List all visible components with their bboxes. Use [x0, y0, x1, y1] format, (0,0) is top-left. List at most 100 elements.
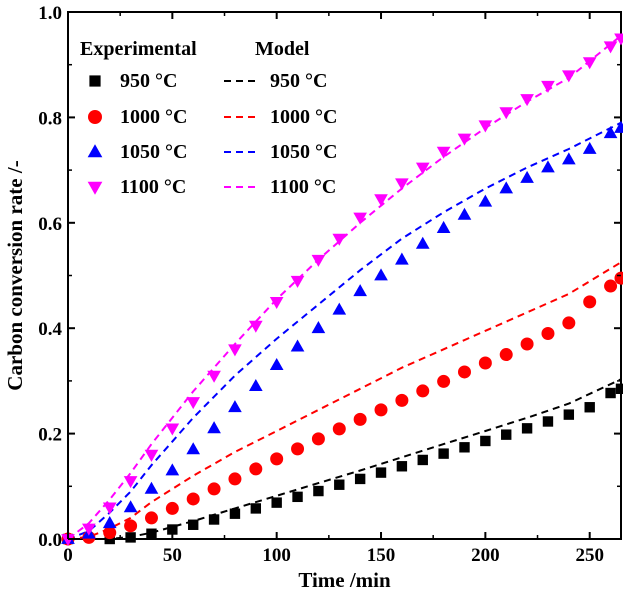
data-point	[186, 492, 200, 506]
data-point	[457, 133, 472, 146]
data-point	[520, 94, 534, 107]
data-point	[520, 170, 534, 183]
data-point	[459, 442, 470, 453]
legend: Experimental Model 950 °C 950 °C 1000 °C 10…	[80, 38, 337, 198]
y-tick-label: 1.0	[38, 3, 62, 24]
data-point	[270, 452, 284, 466]
data-point	[228, 472, 242, 486]
data-point	[541, 80, 555, 93]
data-point	[603, 126, 618, 139]
x-tick-label: 250	[575, 545, 604, 566]
data-point	[291, 442, 305, 456]
ticks: 0 50 100 150 200 250 0.0 0.2 0.4 0.6 0.8 1.0	[38, 3, 621, 566]
data-point	[417, 454, 428, 466]
data-point	[334, 479, 345, 490]
data-point	[332, 233, 347, 246]
data-point	[250, 503, 262, 514]
data-point	[582, 57, 597, 70]
data-point	[542, 416, 554, 427]
legend-label-experimental: 1000 °C	[120, 106, 187, 128]
data-point	[584, 402, 595, 413]
data-point	[248, 320, 263, 333]
data-point	[125, 532, 136, 543]
data-point	[480, 435, 491, 447]
data-point	[614, 33, 623, 46]
data-point	[395, 178, 409, 191]
data-point	[103, 526, 117, 540]
data-point	[541, 160, 555, 173]
data-point	[165, 501, 179, 515]
y-tick-label: 0.0	[38, 530, 62, 551]
data-point	[437, 374, 451, 388]
data-point	[603, 41, 618, 54]
data-point	[457, 207, 472, 220]
data-point	[354, 473, 366, 485]
data-point	[124, 519, 138, 533]
data-point	[248, 379, 263, 392]
data-point	[499, 181, 514, 194]
data-point	[436, 220, 451, 233]
model-line	[67, 121, 622, 540]
data-point	[521, 423, 533, 434]
data-point	[583, 295, 597, 309]
data-point	[311, 432, 325, 446]
data-point	[374, 194, 388, 207]
x-tick-label: 50	[163, 545, 182, 566]
data-point	[375, 467, 387, 478]
data-point	[604, 279, 618, 293]
y-tick-label: 0.2	[38, 425, 62, 446]
data-point	[123, 476, 138, 489]
legend-marker	[88, 110, 102, 124]
data-point	[144, 481, 159, 494]
legend-label-model: 1050 °C	[270, 141, 337, 163]
y-axis-title: Carbon conversion rate /-	[3, 160, 27, 390]
data-point	[614, 120, 623, 133]
data-point	[562, 316, 576, 330]
legend-marker	[87, 144, 103, 158]
data-point	[563, 409, 575, 420]
data-point	[353, 212, 367, 225]
data-point	[207, 421, 221, 434]
data-point	[499, 107, 514, 120]
data-point	[396, 461, 408, 472]
data-point	[457, 365, 471, 379]
legend-label-experimental: 1100 °C	[120, 176, 186, 198]
legend-marker	[87, 181, 103, 195]
data-point	[290, 275, 305, 288]
legend-label-experimental: 1050 °C	[120, 141, 187, 163]
data-point	[313, 485, 324, 497]
data-point	[271, 497, 282, 508]
legend-label-model: 950 °C	[270, 70, 327, 92]
x-tick-label: 0	[63, 545, 73, 566]
data-point	[208, 514, 220, 525]
data-point	[228, 344, 242, 357]
data-point	[165, 463, 180, 476]
data-point	[374, 403, 388, 417]
data-point	[520, 337, 534, 351]
data-point	[415, 236, 430, 249]
data-point	[144, 511, 158, 525]
data-point	[478, 194, 493, 207]
data-point	[562, 70, 576, 83]
data-point	[146, 528, 157, 539]
model-line	[67, 261, 622, 540]
data-point	[167, 524, 178, 535]
x-axis-title: Time /min	[298, 568, 391, 592]
data-point	[436, 146, 451, 159]
model-line	[68, 378, 622, 540]
legend-label-experimental: 950 °C	[120, 70, 177, 92]
data-point	[290, 339, 305, 352]
data-point	[228, 400, 242, 413]
data-point	[478, 120, 493, 133]
y-tick-label: 0.6	[38, 214, 62, 235]
x-tick-label: 100	[262, 545, 291, 566]
data-point	[353, 412, 367, 426]
data-point	[562, 152, 576, 165]
data-point	[144, 449, 159, 462]
legend-marker	[89, 75, 101, 87]
data-point	[249, 462, 263, 476]
data-point	[478, 356, 492, 370]
data-point	[438, 448, 449, 459]
data-point	[332, 422, 346, 436]
